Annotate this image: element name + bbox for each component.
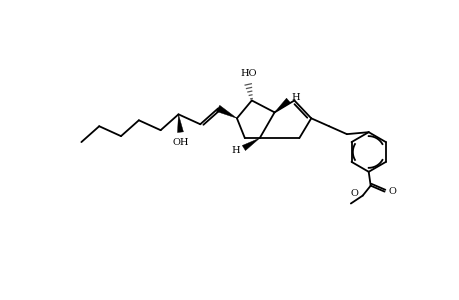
Text: H: H — [291, 93, 299, 102]
Polygon shape — [274, 98, 290, 112]
Text: OH: OH — [172, 138, 188, 147]
Text: HO: HO — [240, 69, 257, 78]
Polygon shape — [216, 105, 236, 118]
Text: O: O — [350, 189, 358, 198]
Polygon shape — [242, 138, 259, 151]
Polygon shape — [177, 114, 183, 133]
Text: O: O — [388, 187, 396, 196]
Text: H: H — [231, 146, 240, 155]
